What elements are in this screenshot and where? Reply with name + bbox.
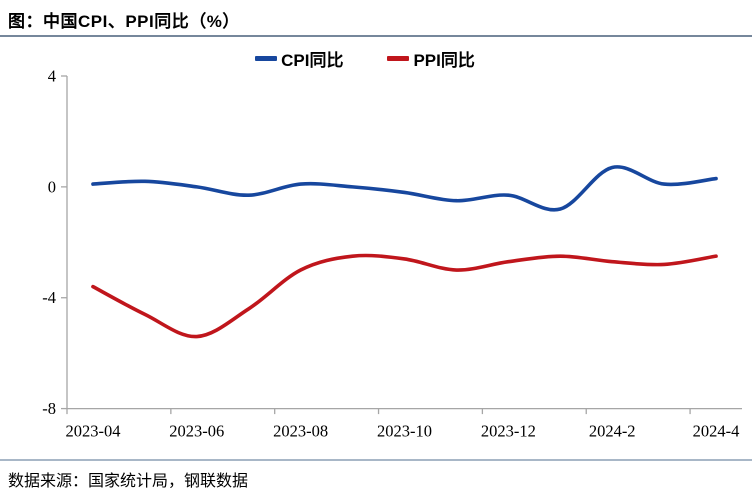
svg-text:2024-2: 2024-2 [589,422,636,441]
svg-text:2023-04: 2023-04 [65,422,120,441]
svg-text:4: 4 [48,67,56,86]
svg-text:-4: -4 [42,288,56,307]
bottom-divider [0,459,752,461]
top-divider [0,35,752,37]
legend-item-ppi: PPI同比 [387,46,475,71]
line-chart: 4 0 -4 -8 2023-04 2023-06 2023-08 2023-10 2023-1… [42,67,742,441]
svg-text:2023-08: 2023-08 [273,422,328,441]
ppi-line-swatch [387,56,410,61]
data-source: 数据来源：国家统计局，钢联数据 [8,473,249,490]
svg-text:2023-12: 2023-12 [481,422,536,441]
svg-text:2023-10: 2023-10 [377,422,432,441]
chart-legend: CPI同比 PPI同比 [0,46,752,71]
svg-text:2024-4: 2024-4 [693,422,740,441]
cpi-line-swatch [255,56,278,61]
legend-label-ppi: PPI同比 [413,51,475,70]
legend-item-cpi: CPI同比 [255,46,343,71]
svg-text:-8: -8 [42,399,56,418]
legend-label-cpi: CPI同比 [281,51,344,70]
svg-text:2023-06: 2023-06 [169,422,224,441]
svg-text:0: 0 [48,177,56,196]
page-title: 图：中国CPI、PPI同比（%） [8,12,240,31]
